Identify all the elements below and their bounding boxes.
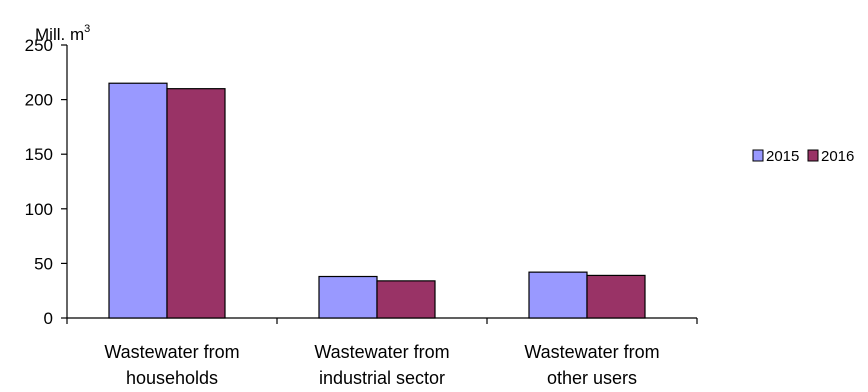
x-category-label: industrial sector bbox=[319, 368, 445, 387]
bar-2015-3 bbox=[528, 271, 588, 319]
x-category-label: Wastewater from bbox=[314, 342, 449, 362]
y-unit-superscript: 3 bbox=[84, 23, 90, 35]
x-category-label: households bbox=[126, 368, 218, 387]
x-category-label: other users bbox=[547, 368, 637, 387]
legend-label-2016: 2016 bbox=[821, 148, 854, 165]
category-labels: Wastewater from households Wastewater from… bbox=[104, 342, 659, 388]
y-unit-text: Mill. m bbox=[35, 25, 84, 44]
bar-2015-2 bbox=[318, 275, 378, 319]
y-tick-label: 200 bbox=[25, 91, 53, 110]
y-tick-label: 50 bbox=[34, 254, 53, 273]
legend-label-2015: 2015 bbox=[766, 148, 799, 165]
legend-swatch-2016 bbox=[807, 149, 819, 162]
bars bbox=[108, 82, 646, 319]
y-tick-label: 0 bbox=[44, 309, 53, 328]
legend: 2015 2016 bbox=[752, 148, 854, 165]
y-tick-label: 250 bbox=[25, 36, 53, 55]
y-tick-label: 150 bbox=[25, 145, 53, 164]
y-ticks: 0 50 100 150 200 250 bbox=[25, 36, 67, 328]
bar-2016-3 bbox=[586, 274, 646, 319]
bar-2015-1 bbox=[108, 82, 168, 319]
x-category-label: Wastewater from bbox=[524, 342, 659, 362]
bar-2016-2 bbox=[376, 280, 436, 319]
y-axis-unit-label: Mill. m3 bbox=[35, 23, 90, 44]
legend-swatch-2015 bbox=[752, 149, 764, 162]
x-ticks bbox=[66, 318, 698, 324]
bar-2016-1 bbox=[166, 88, 226, 319]
y-tick-label: 100 bbox=[25, 200, 53, 219]
x-category-label: Wastewater from bbox=[104, 342, 239, 362]
